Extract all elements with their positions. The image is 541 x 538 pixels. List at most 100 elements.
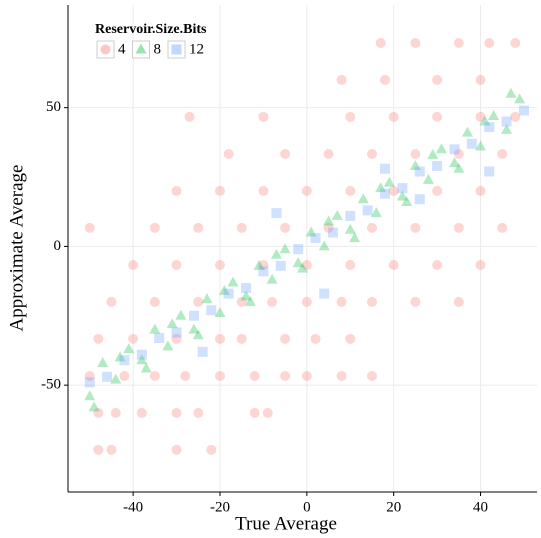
point	[345, 260, 356, 271]
y-axis-label: Approximate Average	[6, 165, 27, 332]
point	[357, 193, 369, 204]
point	[214, 307, 226, 318]
point	[149, 296, 160, 307]
point	[518, 105, 529, 116]
point	[93, 333, 104, 344]
point	[171, 185, 182, 196]
point	[84, 222, 95, 233]
point	[193, 222, 204, 233]
point	[453, 38, 464, 49]
point	[366, 149, 377, 160]
point	[192, 329, 204, 340]
point	[410, 296, 421, 307]
legend-symbol	[100, 44, 111, 55]
point	[188, 323, 200, 334]
point	[396, 190, 408, 201]
point	[102, 371, 113, 382]
point	[267, 296, 278, 307]
point	[318, 240, 330, 251]
point	[414, 166, 425, 177]
legend-label: 8	[154, 41, 162, 57]
point	[323, 149, 334, 160]
point	[388, 260, 399, 271]
point	[240, 290, 252, 301]
point	[301, 185, 312, 196]
point	[453, 162, 465, 173]
point	[180, 371, 191, 382]
point	[344, 223, 356, 234]
point	[84, 377, 95, 388]
point	[435, 143, 447, 154]
point	[297, 262, 308, 273]
point	[227, 276, 239, 287]
point	[119, 355, 130, 366]
point	[366, 371, 377, 382]
point	[279, 243, 291, 254]
x-tick-label: 40	[473, 499, 488, 515]
point	[110, 373, 122, 384]
point	[432, 260, 443, 271]
point	[253, 259, 265, 270]
point	[280, 222, 291, 233]
point	[336, 296, 347, 307]
point	[171, 260, 182, 271]
point	[475, 111, 486, 122]
point	[258, 266, 269, 277]
x-tick-label: 0	[303, 499, 311, 515]
point	[488, 109, 500, 120]
point	[270, 248, 282, 259]
point	[409, 159, 421, 170]
point	[154, 332, 165, 343]
point	[119, 371, 130, 382]
point	[280, 371, 291, 382]
point	[501, 116, 512, 127]
point	[375, 182, 387, 193]
point	[422, 173, 434, 184]
point	[366, 222, 377, 233]
point	[449, 144, 460, 155]
point	[271, 208, 282, 219]
point	[453, 222, 464, 233]
point	[432, 111, 443, 122]
point	[171, 444, 182, 455]
point	[432, 160, 443, 171]
point	[514, 93, 526, 104]
point	[166, 318, 178, 329]
point	[149, 371, 160, 382]
point	[475, 260, 486, 271]
point	[466, 138, 477, 149]
point	[84, 371, 95, 382]
point	[484, 122, 495, 133]
legend-symbol	[135, 43, 147, 54]
point	[223, 288, 234, 299]
point	[214, 371, 225, 382]
point	[319, 288, 330, 299]
point	[497, 222, 508, 233]
point	[201, 293, 213, 304]
point	[110, 407, 121, 418]
point	[475, 74, 486, 85]
point	[140, 362, 152, 373]
point	[136, 354, 148, 365]
point	[84, 390, 96, 401]
legend-key	[167, 40, 186, 59]
point	[171, 327, 182, 338]
point	[510, 111, 521, 122]
legend-label: 4	[118, 41, 126, 57]
y-tick-label: -50	[41, 377, 61, 393]
point	[280, 149, 291, 160]
point	[301, 296, 312, 307]
legend-key	[96, 40, 115, 59]
point	[236, 222, 247, 233]
point	[475, 185, 486, 196]
point	[175, 309, 187, 320]
point	[388, 111, 399, 122]
point	[128, 260, 139, 271]
point	[345, 333, 356, 344]
point	[349, 232, 361, 243]
point	[258, 185, 269, 196]
point	[345, 210, 356, 221]
point	[310, 233, 321, 244]
point	[162, 340, 174, 351]
